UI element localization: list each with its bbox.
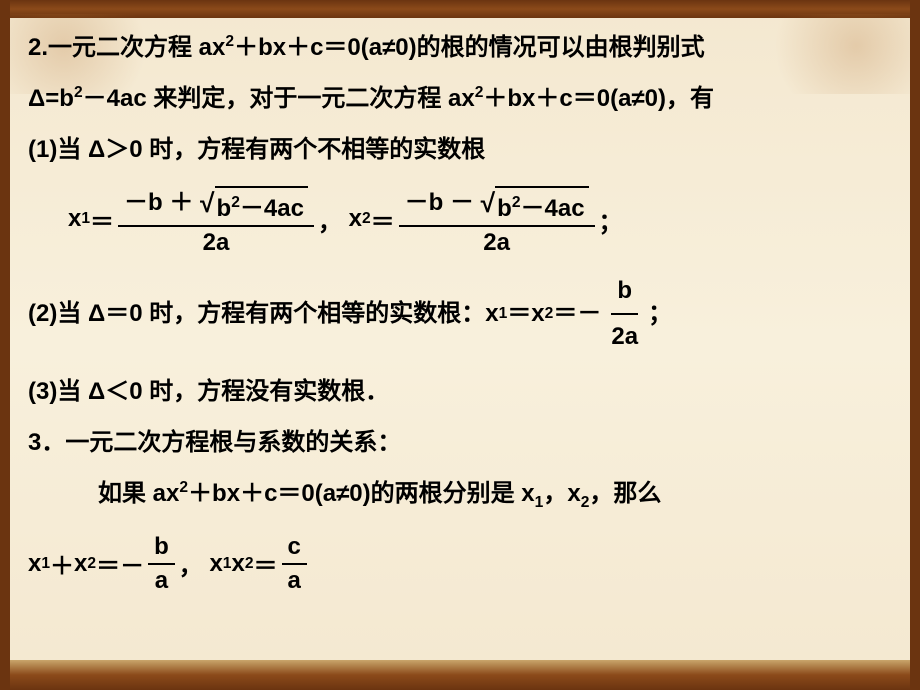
case2-head-c: ＝－ bbox=[553, 294, 601, 335]
semicolon-1: ； bbox=[599, 202, 623, 237]
radical-sign-2: √ bbox=[481, 188, 495, 225]
frame-bottom bbox=[0, 660, 920, 690]
s3-sup: 2 bbox=[179, 479, 188, 496]
frame-top bbox=[0, 0, 920, 18]
x2-fraction: －b － √ b2－4ac 2a bbox=[399, 182, 595, 256]
sup-2-2: 2 bbox=[74, 84, 83, 101]
slide-content: 2.一元二次方程 ax2＋bx＋c＝0(a≠0)的根的情况可以由根判别式 Δ=b… bbox=[28, 24, 900, 656]
x1-mb: －b bbox=[124, 189, 169, 216]
prod-num: c bbox=[282, 533, 307, 565]
section3-title: 3．一元二次方程根与系数的关系： bbox=[28, 423, 900, 464]
case2-head-b: ＝x bbox=[507, 294, 544, 335]
sum-num: b bbox=[148, 533, 175, 565]
x1-fraction: －b ＋ √ b2－4ac 2a bbox=[118, 182, 314, 256]
intro-text-1a: 一元二次方程 ax bbox=[48, 34, 225, 61]
s3-line-a: 如果 ax bbox=[98, 480, 179, 507]
intro-text-2b: －4ac 来判定，对于一元二次方程 ax bbox=[83, 85, 475, 112]
x1-plus: ＋ bbox=[169, 189, 193, 216]
sum-x2: x bbox=[74, 550, 87, 578]
case1-head: (1)当 Δ＞0 时，方程有两个不相等的实数根 bbox=[28, 130, 900, 171]
x2-label: x bbox=[349, 205, 362, 233]
x1-denominator: 2a bbox=[197, 227, 236, 257]
prod-den: a bbox=[282, 565, 307, 595]
intro-text-2c: ＋bx＋c＝0(a≠0)，有 bbox=[483, 85, 714, 112]
vieta-comma: ， bbox=[179, 546, 203, 581]
sup-2-1: 2 bbox=[225, 33, 234, 50]
sum-plus: ＋ bbox=[50, 546, 74, 581]
intro-line-2: Δ=b2－4ac 来判定，对于一元二次方程 ax2＋bx＋c＝0(a≠0)，有 bbox=[28, 79, 900, 120]
rad-b-2: b bbox=[497, 195, 512, 222]
intro-text-1b: ＋bx＋c＝0(a≠0)的根的情况可以由根判别式 bbox=[234, 34, 705, 61]
x2-mb: －b bbox=[405, 189, 450, 216]
s3-line-b: ＋bx＋c＝0(a≠0)的两根分别是 x bbox=[188, 480, 535, 507]
x2-sqrt: √ b2－4ac bbox=[481, 186, 589, 223]
intro-text-2a: Δ=b bbox=[28, 85, 74, 112]
case2-fraction: b 2a bbox=[605, 271, 644, 359]
section3-title-text: 一元二次方程根与系数的关系： bbox=[65, 429, 401, 456]
section-number-2: 2. bbox=[28, 34, 48, 61]
x1-numerator: －b ＋ √ b2－4ac bbox=[118, 182, 314, 226]
prod-fraction: c a bbox=[282, 533, 307, 595]
semicolon-2: ； bbox=[648, 294, 672, 335]
case2-num: b bbox=[611, 271, 638, 316]
prod-x2: x bbox=[231, 550, 244, 578]
x1-sqrt: √ b2－4ac bbox=[200, 186, 308, 223]
vieta-formulas: x1＋x2＝－ b a ， x1x2＝ c a bbox=[28, 533, 900, 595]
rad-b-1: b bbox=[217, 195, 232, 222]
case3-line: (3)当 Δ＜0 时，方程没有实数根． bbox=[28, 372, 900, 413]
sum-den: a bbox=[149, 565, 174, 595]
sum-x1: x bbox=[28, 550, 41, 578]
x2-numerator: －b － √ b2－4ac bbox=[399, 182, 595, 226]
s3-line-c: ，x bbox=[543, 480, 580, 507]
comma-1: ， bbox=[318, 202, 342, 237]
sum-fraction: b a bbox=[148, 533, 175, 595]
frame-right bbox=[910, 0, 920, 690]
sum-eq: ＝－ bbox=[96, 546, 144, 581]
x2-radicand: b2－4ac bbox=[495, 186, 588, 223]
case2-line: (2)当 Δ＝0 时，方程有两个相等的实数根：x1＝x2＝－ b 2a ； bbox=[28, 271, 900, 359]
prod-x1: x bbox=[209, 550, 222, 578]
eq2: ＝ bbox=[371, 202, 395, 237]
s3-line-d: ，那么 bbox=[589, 480, 661, 507]
rad-sup-1: 2 bbox=[231, 194, 240, 211]
x1-label: x bbox=[68, 205, 81, 233]
x1-radicand: b2－4ac bbox=[215, 186, 308, 223]
radical-sign-1: √ bbox=[200, 188, 214, 225]
x2-denominator: 2a bbox=[477, 227, 516, 257]
x2-minus: － bbox=[450, 189, 474, 216]
frame-left bbox=[0, 0, 10, 690]
case2-head-a: (2)当 Δ＝0 时，方程有两个相等的实数根：x bbox=[28, 294, 499, 335]
rad-4ac-2: －4ac bbox=[521, 195, 585, 222]
intro-line-1: 2.一元二次方程 ax2＋bx＋c＝0(a≠0)的根的情况可以由根判别式 bbox=[28, 28, 900, 69]
rad-sup-2: 2 bbox=[512, 194, 521, 211]
case1-formulas: x1＝ －b ＋ √ b2－4ac 2a ， x2＝ －b － √ b2－4 bbox=[68, 182, 900, 256]
section-number-3: 3． bbox=[28, 429, 65, 456]
case2-den: 2a bbox=[605, 315, 644, 358]
prod-eq: ＝ bbox=[254, 546, 278, 581]
section3-line: 如果 ax2＋bx＋c＝0(a≠0)的两根分别是 x1，x2，那么 bbox=[28, 474, 900, 515]
rad-4ac-1: －4ac bbox=[240, 195, 304, 222]
eq1: ＝ bbox=[90, 202, 114, 237]
